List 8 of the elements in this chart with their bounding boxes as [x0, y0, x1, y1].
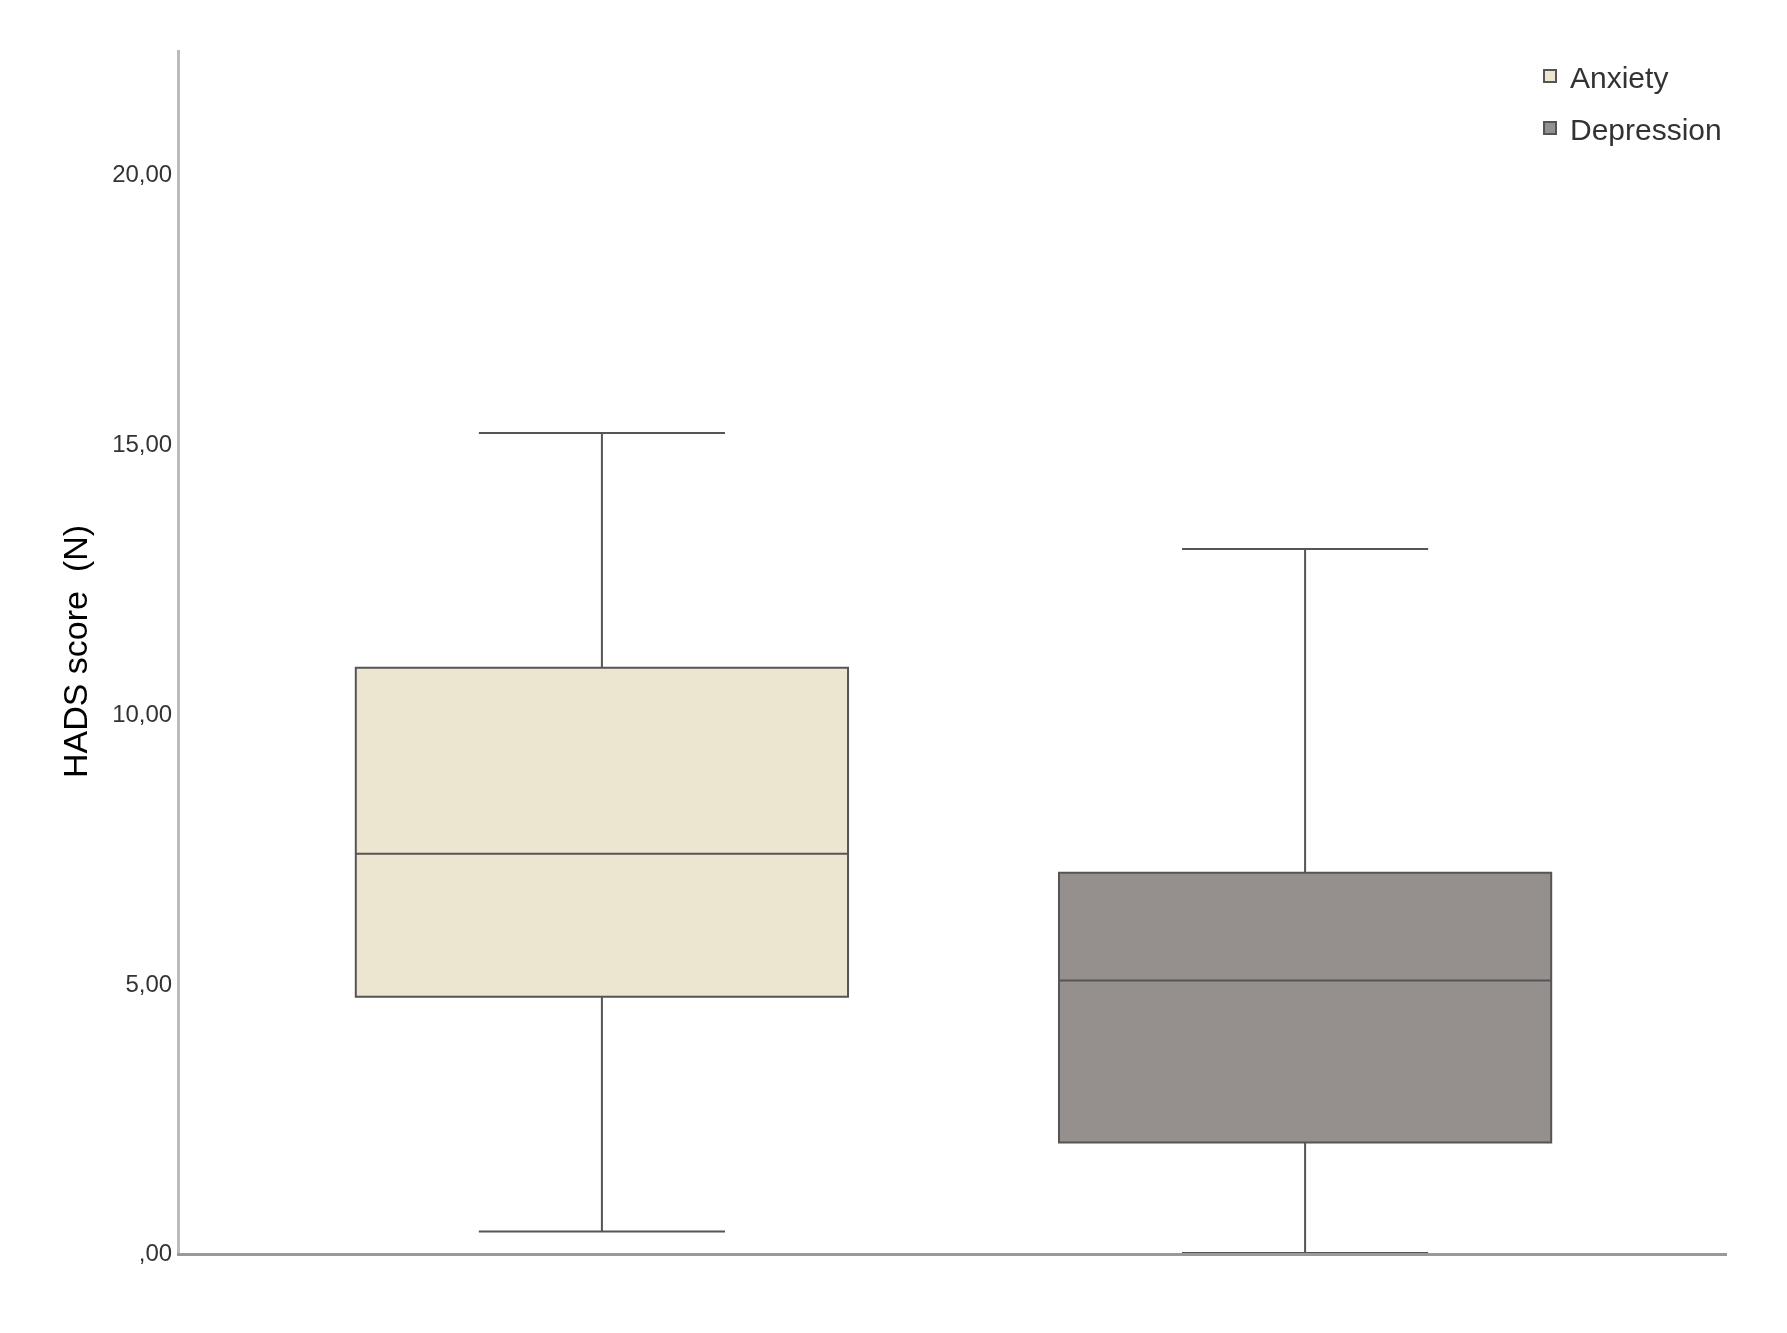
- y-axis-title: HADS score (N): [55, 524, 94, 779]
- legend-label: Anxiety: [1570, 60, 1669, 94]
- y-tick-label: 10,00: [112, 699, 173, 727]
- y-tick-label: ,00: [138, 1239, 173, 1267]
- y-tick-label: 20,00: [112, 160, 173, 188]
- legend-label: Depression: [1570, 112, 1722, 146]
- y-tick-label: 5,00: [125, 969, 173, 997]
- y-tick-label: 15,00: [112, 430, 173, 458]
